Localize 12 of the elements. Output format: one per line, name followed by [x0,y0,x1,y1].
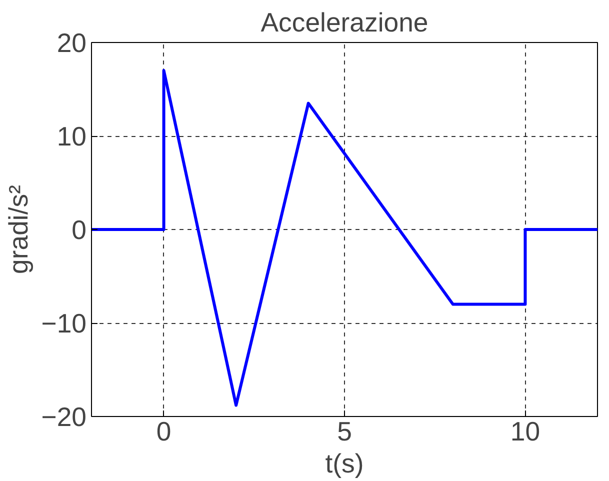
x-tick-label: 0 [156,416,172,446]
y-tick-label: −10 [41,308,86,338]
line-series [92,69,598,407]
x-axis-title: t(s) [325,448,364,478]
y-tick-label: 0 [72,215,87,245]
x-tick-label: 10 [510,416,540,446]
y-tick-label: 10 [56,122,87,152]
y-tick-label: −20 [41,402,86,432]
y-axis-title: gradi/s² [3,184,34,274]
x-tick-label: 5 [337,416,352,446]
y-tick-label: 20 [56,28,87,58]
chart-title: Accelerazione [260,8,428,38]
